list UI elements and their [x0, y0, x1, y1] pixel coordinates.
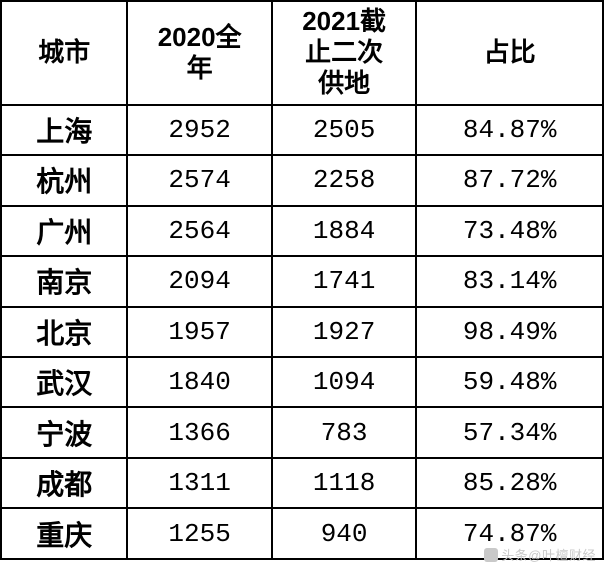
table-header-row: 城市 2020全 年 2021截 止二次 供地 占比	[1, 1, 603, 105]
table-row: 广州 2564 1884 73.48%	[1, 206, 603, 256]
cell-pct: 83.14%	[416, 256, 603, 306]
col-header-2021: 2021截 止二次 供地	[272, 1, 416, 105]
col-header-pct: 占比	[416, 1, 603, 105]
cell-2020: 1957	[127, 307, 271, 357]
land-supply-table: 城市 2020全 年 2021截 止二次 供地 占比 上海 2952 2505 …	[0, 0, 604, 560]
cell-pct: 73.48%	[416, 206, 603, 256]
table-row: 杭州 2574 2258 87.72%	[1, 155, 603, 205]
cell-city: 重庆	[1, 508, 127, 559]
table-row: 南京 2094 1741 83.14%	[1, 256, 603, 306]
cell-city: 南京	[1, 256, 127, 306]
cell-2020: 1840	[127, 357, 271, 407]
cell-pct: 85.28%	[416, 458, 603, 508]
cell-2021: 783	[272, 407, 416, 457]
cell-2020: 2952	[127, 105, 271, 155]
cell-pct: 84.87%	[416, 105, 603, 155]
source-icon	[484, 548, 498, 562]
cell-2020: 2094	[127, 256, 271, 306]
col-header-city: 城市	[1, 1, 127, 105]
cell-2020: 1311	[127, 458, 271, 508]
cell-pct: 59.48%	[416, 357, 603, 407]
cell-city: 武汉	[1, 357, 127, 407]
table-row: 上海 2952 2505 84.87%	[1, 105, 603, 155]
cell-pct: 87.72%	[416, 155, 603, 205]
cell-2021: 2505	[272, 105, 416, 155]
cell-2021: 940	[272, 508, 416, 559]
cell-2020: 2564	[127, 206, 271, 256]
cell-city: 上海	[1, 105, 127, 155]
cell-city: 广州	[1, 206, 127, 256]
cell-2020: 1255	[127, 508, 271, 559]
watermark: 头条@叶檀财经	[484, 545, 596, 564]
cell-2020: 1366	[127, 407, 271, 457]
cell-pct: 57.34%	[416, 407, 603, 457]
table-row: 宁波 1366 783 57.34%	[1, 407, 603, 457]
cell-city: 成都	[1, 458, 127, 508]
table-row: 北京 1957 1927 98.49%	[1, 307, 603, 357]
cell-2021: 2258	[272, 155, 416, 205]
cell-city: 杭州	[1, 155, 127, 205]
cell-2021: 1927	[272, 307, 416, 357]
table-body: 上海 2952 2505 84.87% 杭州 2574 2258 87.72% …	[1, 105, 603, 559]
cell-pct: 98.49%	[416, 307, 603, 357]
table-row: 武汉 1840 1094 59.48%	[1, 357, 603, 407]
cell-2020: 2574	[127, 155, 271, 205]
table-row: 成都 1311 1118 85.28%	[1, 458, 603, 508]
cell-2021: 1884	[272, 206, 416, 256]
cell-city: 宁波	[1, 407, 127, 457]
col-header-2020: 2020全 年	[127, 1, 271, 105]
cell-2021: 1094	[272, 357, 416, 407]
cell-city: 北京	[1, 307, 127, 357]
cell-2021: 1118	[272, 458, 416, 508]
watermark-text: 头条@叶檀财经	[501, 545, 596, 564]
cell-2021: 1741	[272, 256, 416, 306]
